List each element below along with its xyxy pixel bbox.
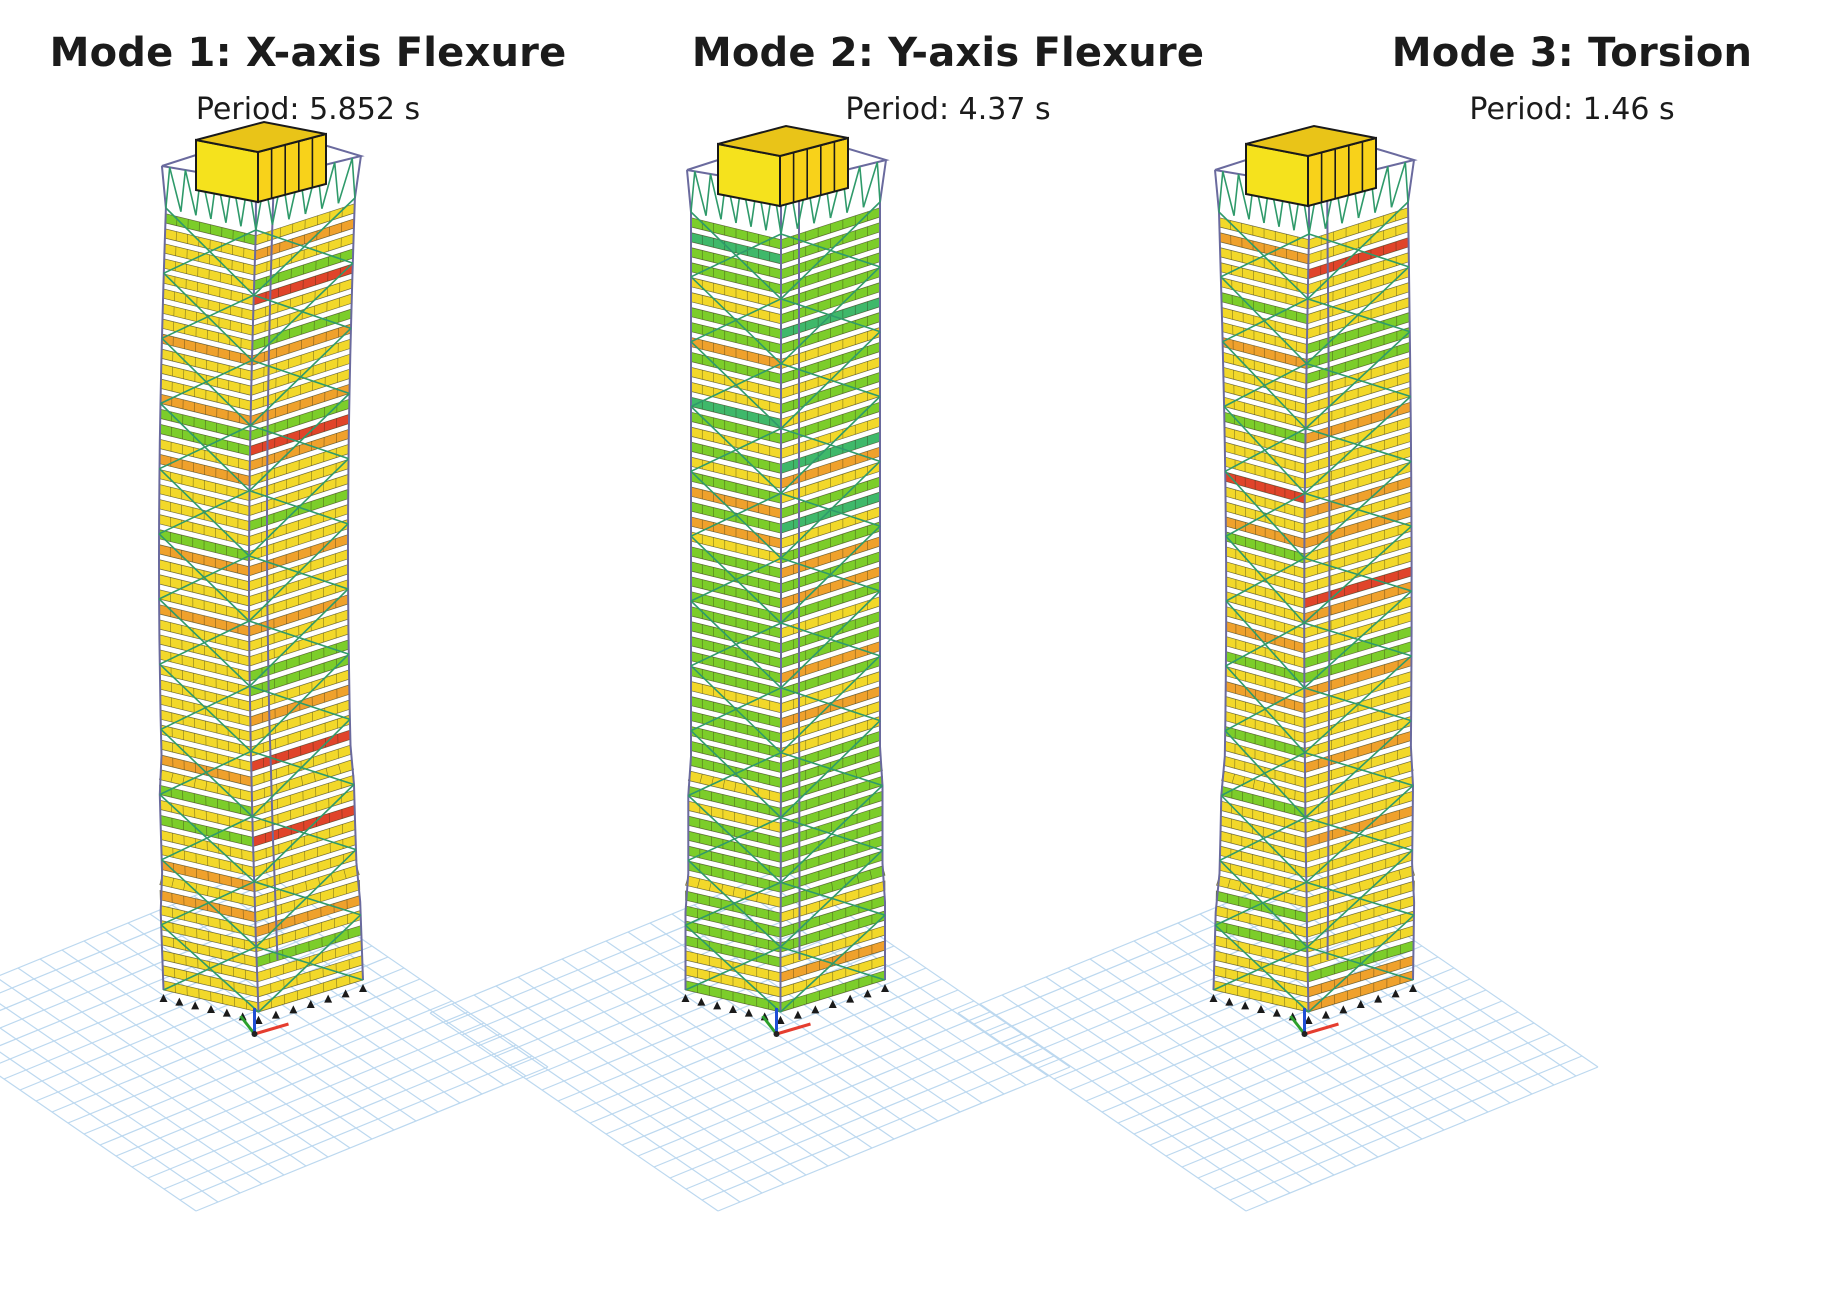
- ground-grid: [429, 868, 1071, 1212]
- base-supports: [681, 984, 889, 1024]
- tower-model-2: [429, 124, 1071, 1212]
- axis-triad-icon: [1289, 1008, 1339, 1037]
- base-supports: [159, 984, 367, 1024]
- diagonal-braces: [1213, 201, 1415, 1013]
- roof-structure: [160, 120, 365, 231]
- tower-model-1: [0, 120, 549, 1212]
- diagonal-braces: [684, 201, 886, 1013]
- mode-panel-1: Mode 1: X-axis Flexure Period: 5.852 s: [0, 0, 616, 1312]
- diagonal-braces: [158, 197, 364, 1013]
- mode-title: Mode 2: Y-axis Flexure: [691, 30, 1205, 76]
- tower-model-3: [957, 124, 1599, 1212]
- rooftop-core-box: [717, 124, 849, 208]
- tower-body: [1213, 207, 1415, 1013]
- mode-title: Mode 3: Torsion: [1391, 30, 1753, 76]
- mode-period: Period: 5.852 s: [195, 92, 421, 127]
- ground-grid: [957, 868, 1599, 1212]
- mode-period: Period: 4.37 s: [845, 92, 1051, 127]
- axis-triad-icon: [239, 1008, 289, 1037]
- tower-body: [158, 203, 364, 1013]
- mode-panel-3: Mode 3: Torsion Period: 1.46 s: [1264, 0, 1848, 1312]
- axis-triad-icon: [761, 1008, 811, 1037]
- mode-period: Period: 1.46 s: [1469, 92, 1675, 127]
- mode-title: Mode 1: X-axis Flexure: [49, 30, 567, 76]
- roof-structure: [686, 124, 890, 235]
- base-supports: [1209, 984, 1417, 1024]
- ground-grid: [0, 868, 549, 1212]
- mode-panel-2: Mode 2: Y-axis Flexure Period: 4.37 s: [640, 0, 1256, 1312]
- rooftop-core-box: [1245, 124, 1377, 208]
- rooftop-core-box: [195, 120, 327, 204]
- tower-body: [685, 207, 886, 1013]
- roof-structure: [1214, 124, 1418, 235]
